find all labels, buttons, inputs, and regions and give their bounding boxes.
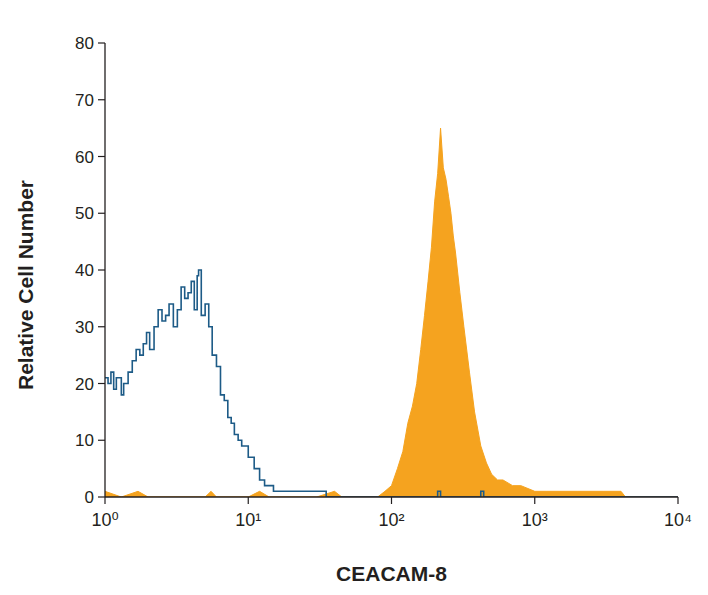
x-axis-title: CEACAM-8	[336, 562, 447, 585]
x-tick	[677, 497, 678, 504]
plot-area	[105, 128, 678, 497]
x-tick	[391, 497, 392, 504]
x-tick	[104, 497, 105, 504]
y-tick	[98, 269, 105, 270]
histogram-line	[105, 270, 678, 497]
y-tick	[98, 383, 105, 384]
y-tick-label: 40	[75, 261, 94, 280]
y-axis-title: Relative Cell Number	[14, 180, 37, 390]
y-tick-label: 10	[75, 431, 94, 450]
histogram-area	[105, 128, 678, 497]
y-tick-label: 70	[75, 91, 94, 110]
x-tick	[534, 497, 535, 504]
y-tick	[98, 156, 105, 157]
x-tick	[248, 497, 249, 504]
x-tick-label: 10¹	[235, 510, 261, 530]
y-tick-label: 30	[75, 318, 94, 337]
y-tick	[98, 99, 105, 100]
y-tick-label: 20	[75, 375, 94, 394]
x-tick-label: 10⁰	[91, 510, 118, 530]
y-tick	[98, 213, 105, 214]
x-tick-label: 10²	[378, 510, 404, 530]
y-tick	[98, 326, 105, 327]
x-tick-label: 10⁴	[664, 510, 692, 530]
y-tick	[98, 496, 105, 497]
y-tick	[98, 42, 105, 43]
y-tick-label: 50	[75, 204, 94, 223]
y-tick	[98, 440, 105, 441]
x-tick-label: 10³	[522, 510, 548, 530]
axes: 0 10 20 30 40 50 60 70 80 10⁰ 10¹ 10² 10³ 10⁴	[75, 34, 692, 530]
y-tick-label: 80	[75, 34, 94, 53]
y-tick-label: 0	[85, 488, 94, 507]
chart: 0 10 20 30 40 50 60 70 80 10⁰ 10¹ 10² 10³ 10⁴ CEACAM-8…	[0, 0, 708, 595]
y-tick-label: 60	[75, 148, 94, 167]
